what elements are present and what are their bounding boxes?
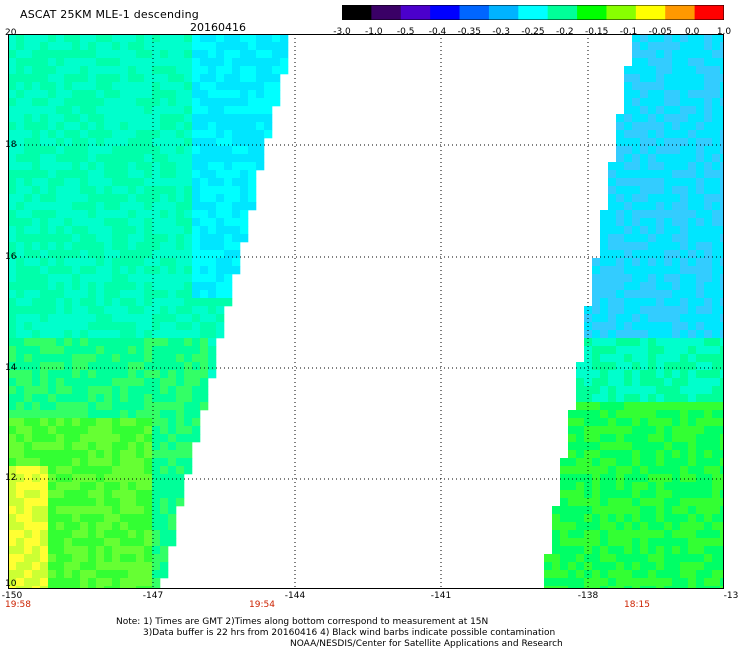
colorbar-cell bbox=[371, 5, 402, 20]
map-grid bbox=[8, 34, 724, 589]
lon-label-147: -147 bbox=[142, 591, 164, 601]
colorbar-cell bbox=[342, 5, 372, 20]
map-title: ASCAT 25KM MLE-1 descending bbox=[20, 8, 199, 21]
colorbar-cell bbox=[430, 5, 461, 20]
lon-label-135: -13 bbox=[723, 591, 739, 601]
note-line-2: 3)Data buffer is 22 hrs from 20160416 4)… bbox=[143, 628, 556, 638]
colorbar-cell bbox=[459, 5, 490, 20]
colorbar-label: -1.0 bbox=[365, 27, 383, 37]
colorbar-cell bbox=[488, 5, 519, 20]
lon-label-138: -138 bbox=[577, 591, 599, 601]
lat-label-18: 18 bbox=[5, 140, 17, 150]
colorbar-cell bbox=[547, 5, 578, 20]
map-date: 20160416 bbox=[190, 21, 246, 34]
colorbar-label: -0.05 bbox=[648, 27, 672, 37]
wind-map bbox=[8, 34, 724, 589]
colorbar-label: -0.4 bbox=[428, 27, 447, 37]
time-label-mid: 19:54 bbox=[249, 600, 275, 610]
colorbar-label: 0.0 bbox=[684, 27, 700, 37]
colorbar-label: -0.5 bbox=[396, 27, 415, 37]
colorbar-label: -0.3 bbox=[492, 27, 510, 37]
lon-label-141: -141 bbox=[430, 591, 452, 601]
colorbar-label: -0.35 bbox=[457, 27, 481, 37]
colorbar-label: -0.1 bbox=[619, 27, 638, 37]
note-line-3: NOAA/NESDIS/Center for Satellite Applica… bbox=[290, 639, 563, 649]
right-swath bbox=[544, 34, 724, 589]
lon-label-150: -150 bbox=[1, 591, 23, 601]
lat-label-10: 10 bbox=[5, 579, 17, 589]
lat-label-20: 20 bbox=[5, 28, 17, 38]
left-swath bbox=[8, 34, 289, 589]
time-label-right: 18:15 bbox=[624, 600, 650, 610]
colorbar-label: 1.0 bbox=[716, 27, 732, 37]
colorbar-cell bbox=[635, 5, 666, 20]
colorbar bbox=[342, 5, 724, 20]
colorbar-cell bbox=[400, 5, 431, 20]
note-line-1: Note: 1) Times are GMT 2)Times along bot… bbox=[116, 617, 489, 627]
colorbar-cell bbox=[665, 5, 696, 20]
colorbar-label: -0.2 bbox=[556, 27, 574, 37]
colorbar-label: -0.25 bbox=[521, 27, 545, 37]
colorbar-cell bbox=[577, 5, 607, 20]
colorbar-cell bbox=[694, 5, 724, 20]
lat-label-14: 14 bbox=[5, 363, 17, 373]
colorbar-label: -3.0 bbox=[333, 27, 351, 37]
time-label-left: 19:58 bbox=[5, 600, 31, 610]
colorbar-label: -0.15 bbox=[585, 27, 609, 37]
colorbar-cell bbox=[518, 5, 549, 20]
lat-label-16: 16 bbox=[5, 252, 17, 262]
lat-label-12: 12 bbox=[5, 473, 17, 483]
lon-label-144: -144 bbox=[284, 591, 306, 601]
colorbar-cell bbox=[606, 5, 637, 20]
